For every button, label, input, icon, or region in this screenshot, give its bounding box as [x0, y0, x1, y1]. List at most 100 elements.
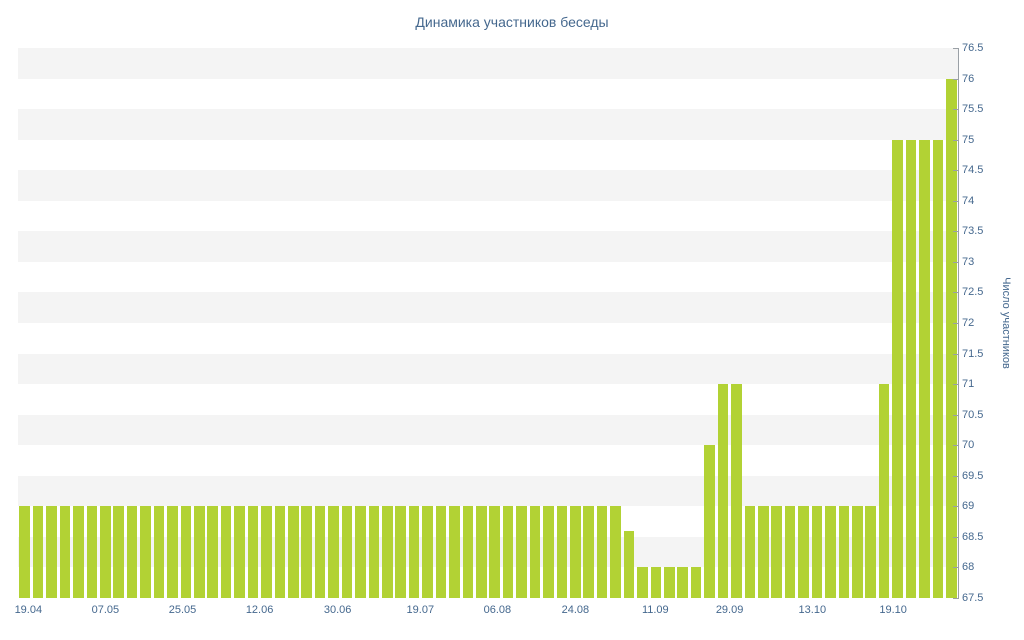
bar-46[interactable]	[637, 567, 648, 598]
y-tick-label: 68	[962, 561, 975, 574]
bar-1[interactable]	[32, 506, 44, 598]
y-tick-mark	[953, 109, 959, 111]
bar-48[interactable]	[664, 567, 675, 598]
bar-66[interactable]	[905, 139, 917, 598]
bar-14[interactable]	[207, 506, 218, 598]
bar-38[interactable]	[529, 506, 541, 598]
y-tick-label: 69	[962, 500, 975, 513]
bar-16[interactable]	[234, 506, 245, 598]
bar-29[interactable]	[408, 506, 420, 598]
bar-57[interactable]	[784, 506, 796, 598]
bar-51[interactable]	[704, 445, 715, 598]
bar-35[interactable]	[489, 506, 500, 598]
bar-45[interactable]	[623, 530, 635, 598]
x-tick-label: 11.09	[641, 604, 669, 616]
y-tick-label: 74	[962, 194, 975, 207]
y-tick-mark	[953, 170, 959, 172]
bar-26[interactable]	[368, 506, 380, 598]
bar-21[interactable]	[301, 506, 312, 598]
y-tick-mark	[953, 536, 959, 538]
bar-30[interactable]	[422, 506, 433, 598]
bar-20[interactable]	[288, 506, 299, 598]
bar-32[interactable]	[449, 506, 460, 598]
x-tick-label: 13.10	[798, 604, 827, 616]
bar-0[interactable]	[19, 506, 30, 598]
bar-8[interactable]	[126, 506, 138, 598]
bar-67[interactable]	[919, 139, 930, 598]
grid-band	[18, 48, 958, 79]
y-tick-label: 75.5	[962, 103, 984, 116]
y-tick-mark	[953, 323, 959, 324]
bar-47[interactable]	[650, 567, 662, 598]
bar-18[interactable]	[261, 506, 272, 598]
bar-3[interactable]	[59, 506, 71, 598]
bar-7[interactable]	[113, 506, 124, 598]
bar-59[interactable]	[811, 506, 823, 598]
bar-24[interactable]	[341, 506, 353, 598]
bar-15[interactable]	[220, 506, 232, 598]
bar-39[interactable]	[543, 506, 554, 598]
y-tick-mark	[953, 139, 959, 141]
x-tick-label: 30.06	[323, 604, 352, 616]
bar-23[interactable]	[328, 506, 339, 598]
bar-53[interactable]	[731, 384, 742, 598]
bar-41[interactable]	[570, 506, 581, 598]
bar-25[interactable]	[355, 506, 366, 598]
grid-band	[18, 475, 958, 507]
y-tick-label: 70.5	[962, 408, 984, 421]
bar-31[interactable]	[435, 506, 447, 598]
y-tick-label: 67.5	[962, 592, 984, 604]
bar-27[interactable]	[382, 506, 393, 598]
bar-4[interactable]	[73, 506, 84, 598]
bar-9[interactable]	[140, 506, 151, 598]
bar-11[interactable]	[167, 506, 178, 598]
bar-49[interactable]	[677, 567, 688, 598]
plot-area	[18, 48, 958, 598]
y-tick-mark	[953, 384, 959, 386]
x-tick-label: 12.06	[245, 604, 274, 616]
y-tick-mark	[953, 475, 959, 477]
y-tick-mark	[953, 598, 959, 599]
bar-65[interactable]	[892, 139, 903, 598]
bar-52[interactable]	[717, 384, 729, 598]
bar-64[interactable]	[878, 384, 890, 598]
bar-54[interactable]	[744, 506, 756, 598]
bar-43[interactable]	[596, 506, 608, 598]
bar-61[interactable]	[838, 506, 850, 598]
bar-10[interactable]	[153, 506, 165, 598]
bar-28[interactable]	[395, 506, 406, 598]
bar-55[interactable]	[758, 506, 769, 598]
bar-37[interactable]	[516, 506, 527, 598]
bar-42[interactable]	[583, 506, 594, 598]
y-tick-label: 69.5	[962, 469, 984, 482]
bar-68[interactable]	[932, 139, 944, 598]
bar-5[interactable]	[86, 506, 98, 598]
bar-6[interactable]	[100, 506, 111, 598]
bar-13[interactable]	[194, 506, 205, 598]
bar-56[interactable]	[771, 506, 782, 598]
bar-44[interactable]	[610, 506, 621, 598]
y-tick-mark	[953, 353, 959, 355]
bar-36[interactable]	[502, 506, 514, 598]
bar-40[interactable]	[556, 506, 568, 598]
grid-band	[18, 414, 958, 446]
bar-17[interactable]	[247, 506, 259, 598]
bar-34[interactable]	[476, 506, 487, 598]
bar-60[interactable]	[825, 506, 836, 598]
bar-63[interactable]	[865, 506, 876, 598]
bar-12[interactable]	[180, 506, 192, 598]
bar-69[interactable]	[946, 78, 957, 598]
x-tick-label: 19.07	[406, 604, 435, 616]
bar-2[interactable]	[46, 506, 57, 598]
grid-band	[18, 109, 958, 140]
y-tick-mark	[953, 200, 959, 202]
y-tick-mark	[953, 261, 959, 263]
bar-19[interactable]	[274, 506, 286, 598]
bar-62[interactable]	[852, 506, 863, 598]
bar-33[interactable]	[462, 506, 474, 598]
bar-22[interactable]	[314, 506, 326, 598]
y-tick-label: 70	[962, 439, 975, 452]
bar-50[interactable]	[690, 567, 702, 598]
bar-58[interactable]	[798, 506, 809, 598]
